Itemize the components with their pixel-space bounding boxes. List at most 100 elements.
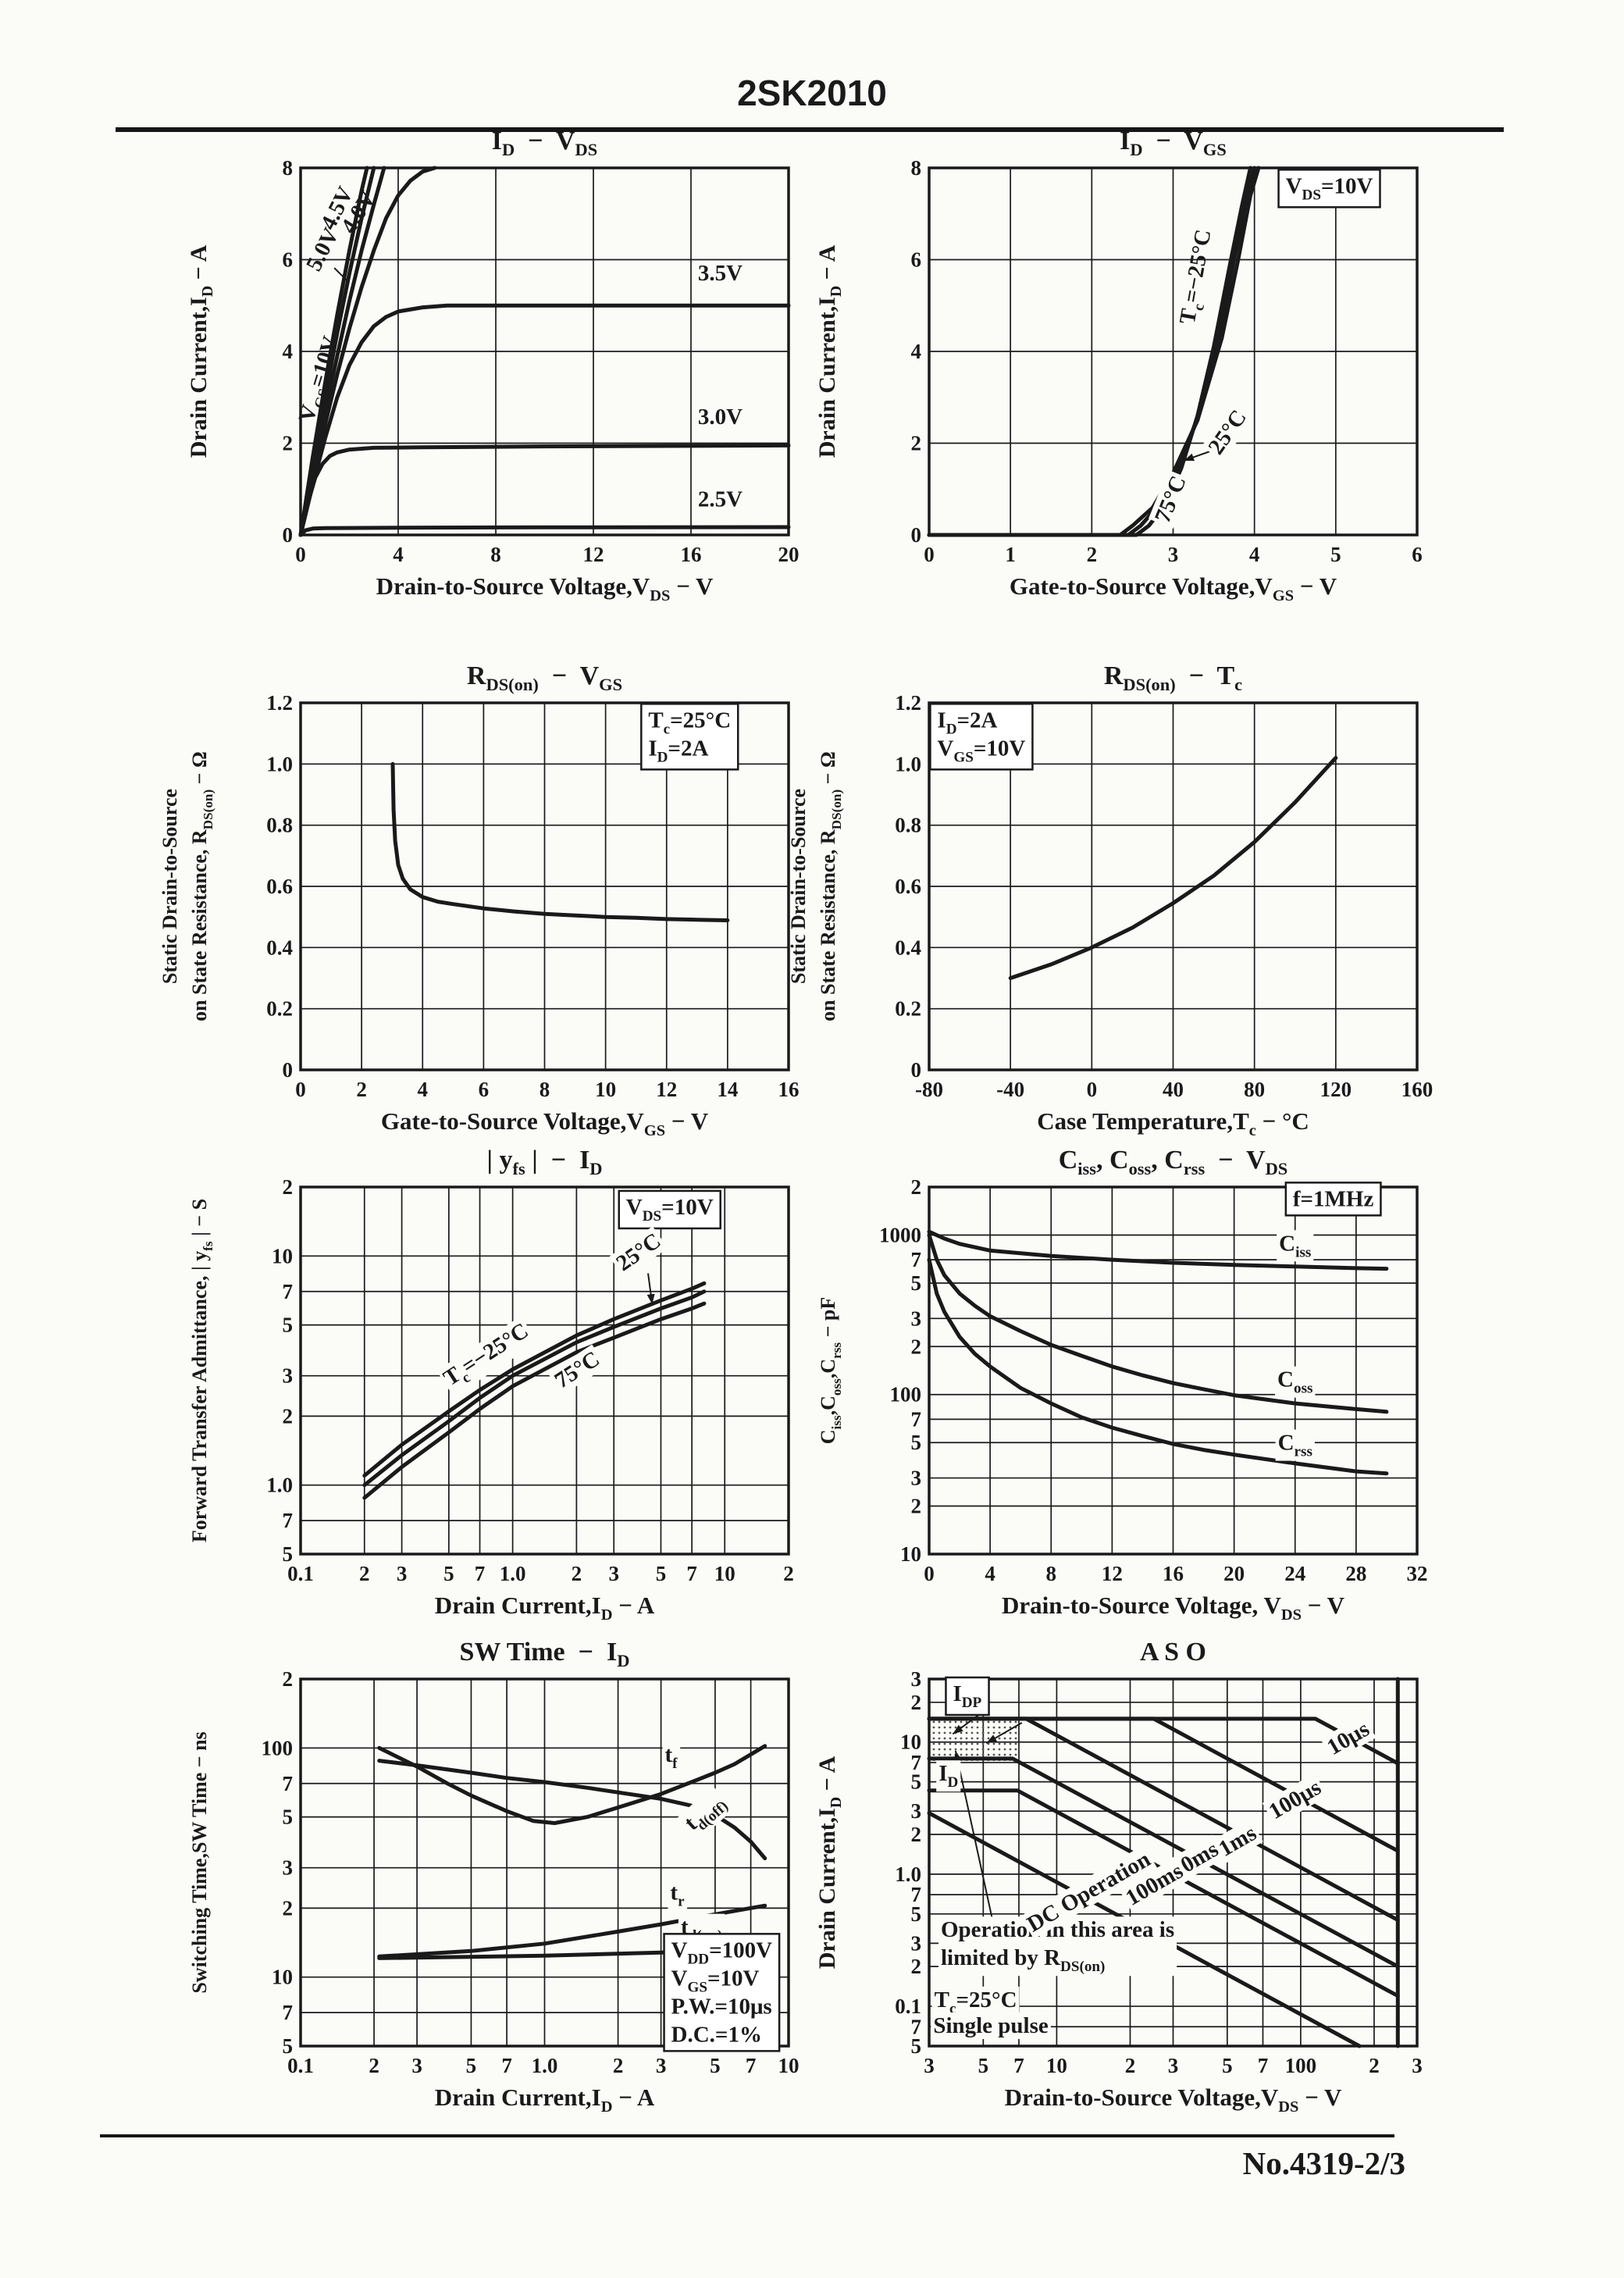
svg-text:Drain Current,ID − A: Drain Current,ID − A	[435, 2084, 655, 2116]
svg-text:120: 120	[1320, 1078, 1352, 1101]
svg-text:0.4: 0.4	[266, 936, 293, 959]
svg-text:12: 12	[1102, 1562, 1123, 1585]
svg-text:16: 16	[1163, 1562, 1184, 1585]
svg-text:7: 7	[501, 2054, 512, 2077]
chart-canvas-capacitance-vds: 0 4 8 12 16 20 24 28 32102357100235710002Drain-t…	[817, 1179, 1428, 1624]
svg-text:1.0: 1.0	[266, 1474, 293, 1497]
svg-text:Drain Current,ID − A: Drain Current,ID − A	[814, 244, 845, 458]
svg-text:0: 0	[911, 1058, 922, 1082]
chart-title: SW Time − ID	[459, 1638, 630, 1670]
svg-text:8: 8	[1046, 1562, 1057, 1585]
series-vgs-3.0v	[298, 443, 791, 537]
svg-text:5: 5	[911, 1271, 922, 1295]
series-vgs-4.0v	[298, 166, 437, 537]
chart-title: RDS(on) − VGS	[466, 661, 623, 694]
page-number: No.4319-2/3	[1242, 2145, 1405, 2181]
svg-text:3.0V: 3.0V	[698, 405, 743, 430]
svg-text:4: 4	[1249, 543, 1260, 566]
svg-text:80: 80	[1244, 1078, 1265, 1101]
svg-text:24: 24	[1284, 1562, 1305, 1585]
svg-text:Single pulse: Single pulse	[933, 2013, 1049, 2038]
axis-labels: Gate-to-Source Voltage,VGS − V Static Dra…	[158, 751, 709, 1139]
svg-text:5: 5	[466, 2054, 477, 2077]
svg-text:1.0: 1.0	[266, 752, 293, 775]
svg-text:100: 100	[1285, 2054, 1317, 2077]
svg-text:tf: tf	[665, 1742, 678, 1772]
svg-text:Switching Time,SW Time − ns: Switching Time,SW Time − ns	[188, 1731, 211, 1993]
svg-text:1.0: 1.0	[895, 1863, 921, 1886]
axis-labels: Gate-to-Source Voltage,VGS − V Drain Curr…	[814, 244, 1337, 604]
series	[927, 1229, 1389, 1476]
series-tc-75c	[927, 166, 1261, 537]
svg-text:5: 5	[911, 2034, 922, 2058]
svg-text:2: 2	[369, 2054, 379, 2077]
svg-text:Drain Current,ID − A: Drain Current,ID − A	[186, 244, 216, 458]
svg-text:160: 160	[1401, 1078, 1433, 1101]
svg-text:5: 5	[283, 1806, 294, 1829]
svg-text:Forward Transfer Admittance, |: Forward Transfer Admittance, | yfs | − S	[188, 1199, 215, 1542]
axis-labels: Drain Current,ID − A Switching Time,SW Ti…	[188, 1731, 655, 2116]
svg-text:VDS=10V: VDS=10V	[1286, 173, 1373, 203]
svg-text:0.6: 0.6	[266, 875, 293, 898]
svg-text:100: 100	[890, 1383, 922, 1406]
svg-text:2: 2	[911, 1691, 922, 1714]
series-limit-1ms	[927, 1717, 1400, 1923]
annotations: tftd(off)trtd(on)VDD=100VVGS=10VP.W.=10μ…	[662, 1741, 781, 2052]
svg-text:1.0: 1.0	[895, 752, 921, 775]
svg-text:5: 5	[911, 1431, 922, 1454]
svg-text:10: 10	[900, 1542, 921, 1566]
svg-text:Ciss,Coss,Crss − pF: Ciss,Coss,Crss − pF	[817, 1297, 844, 1445]
svg-text:2: 2	[283, 1896, 294, 1920]
svg-text:6: 6	[283, 248, 294, 272]
svg-text:10: 10	[272, 1966, 293, 1989]
svg-text:4: 4	[283, 340, 294, 363]
svg-text:3: 3	[911, 1799, 922, 1823]
svg-text:3: 3	[911, 1307, 922, 1330]
annotations: f=1MHz Ciss Coss Crss	[1275, 1182, 1382, 1461]
svg-text:3: 3	[1168, 543, 1179, 566]
axis-labels: Case Temperature,Tc − °C Static Drain-to-…	[787, 751, 1309, 1139]
svg-text:3.5V: 3.5V	[698, 261, 743, 286]
chart-canvas-id-vgs: 0 1 2 3 4 5 6 0 2 4 6 8 Gate-to-Source Voltage,VGS −…	[814, 160, 1423, 604]
series-vgs-2.5v	[298, 525, 791, 537]
chart-id-vgs: ID − VGS 0 1 2 3 4 5 6 0 2 4 6 8 Gate-to-Source Volt…	[785, 126, 1472, 626]
svg-text:20: 20	[778, 543, 800, 566]
svg-text:2: 2	[911, 1179, 922, 1199]
svg-text:2: 2	[911, 432, 922, 455]
svg-text:7: 7	[283, 2001, 294, 2024]
svg-text:10: 10	[272, 1244, 293, 1267]
series-crss	[927, 1257, 1389, 1476]
svg-text:7: 7	[686, 1562, 697, 1585]
series-vgs-3.5v	[298, 303, 791, 537]
svg-text:5: 5	[656, 1562, 667, 1585]
series	[390, 761, 730, 922]
svg-text:0: 0	[295, 543, 306, 566]
svg-text:2: 2	[359, 1562, 370, 1585]
svg-text:7: 7	[283, 1280, 294, 1303]
svg-text:10: 10	[714, 1562, 735, 1585]
svg-text:0.2: 0.2	[895, 997, 921, 1021]
svg-text:Gate-to-Source Voltage,VGS − V: Gate-to-Source Voltage,VGS − V	[381, 1107, 709, 1139]
svg-text:5: 5	[978, 2054, 989, 2077]
svg-text:1.0: 1.0	[532, 2054, 558, 2077]
series-tc-75c	[362, 1301, 707, 1500]
svg-text:Coss: Coss	[1277, 1367, 1312, 1397]
svg-text:2: 2	[911, 1823, 922, 1846]
series-rdson	[390, 761, 730, 922]
svg-text:10: 10	[900, 1731, 921, 1754]
tick-labels: -80 -40 0 40 80 120 160 0 0.2 0.4 0.6 0.8 1.0 1.2	[895, 695, 1433, 1101]
chart-canvas-rdson-vgs: 0 2 4 6 8 10 12 14 16 0 0.2 0.4 0.6 0.8 1.0 1.2 Gate-to-…	[158, 695, 800, 1139]
svg-text:5: 5	[443, 1562, 454, 1585]
svg-text:8: 8	[911, 160, 922, 180]
svg-text:0.2: 0.2	[266, 997, 293, 1021]
svg-text:Drain-to-Source Voltage,VDS −: Drain-to-Source Voltage,VDS − V	[376, 572, 714, 604]
svg-text:1000: 1000	[879, 1223, 921, 1246]
svg-text:tr: tr	[670, 1880, 685, 1909]
svg-text:2: 2	[783, 1562, 794, 1585]
svg-text:7: 7	[911, 1883, 922, 1906]
tick-labels: 0 2 4 6 8 10 12 14 16 0 0.2 0.4 0.6 0.8 1.0 1.2	[266, 695, 799, 1101]
